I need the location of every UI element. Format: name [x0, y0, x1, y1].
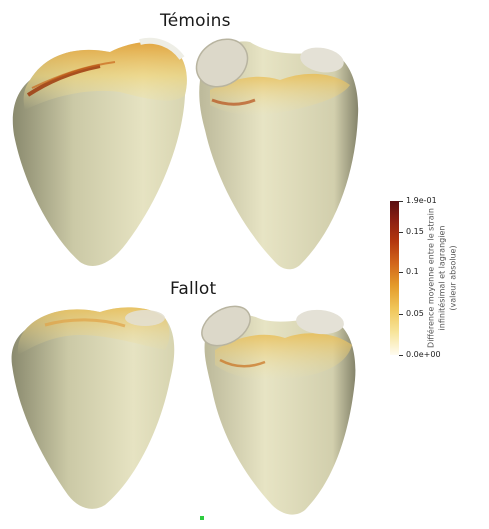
colorbar-tick: [399, 272, 403, 273]
marker-dot: [200, 516, 204, 520]
colorbar-tick: [399, 314, 403, 315]
heart-fallot-left: [11, 307, 175, 509]
colorbar-title: Différence moyenne entre le strain infin…: [426, 208, 458, 348]
group-title-fallot: Fallot: [170, 279, 217, 299]
heart-fallot-right: [201, 305, 356, 515]
colorbar-tick: [399, 355, 403, 356]
colorbar-tick-label: 0.1: [406, 267, 419, 276]
colorbar-max-label: 1.9e-01: [406, 196, 437, 205]
colorbar: [390, 201, 399, 355]
heart-temoins-left: [12, 37, 187, 266]
colorbar-tick: [399, 201, 403, 202]
colorbar-tick: [399, 232, 403, 233]
group-title-temoins: Témoins: [160, 11, 231, 31]
heart-temoins-right: [195, 38, 359, 270]
colorbar-tick-label: 0.15: [406, 227, 424, 236]
colorbar-tick-label: 0.05: [406, 309, 424, 318]
colorbar-min-label: 0.0e+00: [406, 350, 441, 359]
